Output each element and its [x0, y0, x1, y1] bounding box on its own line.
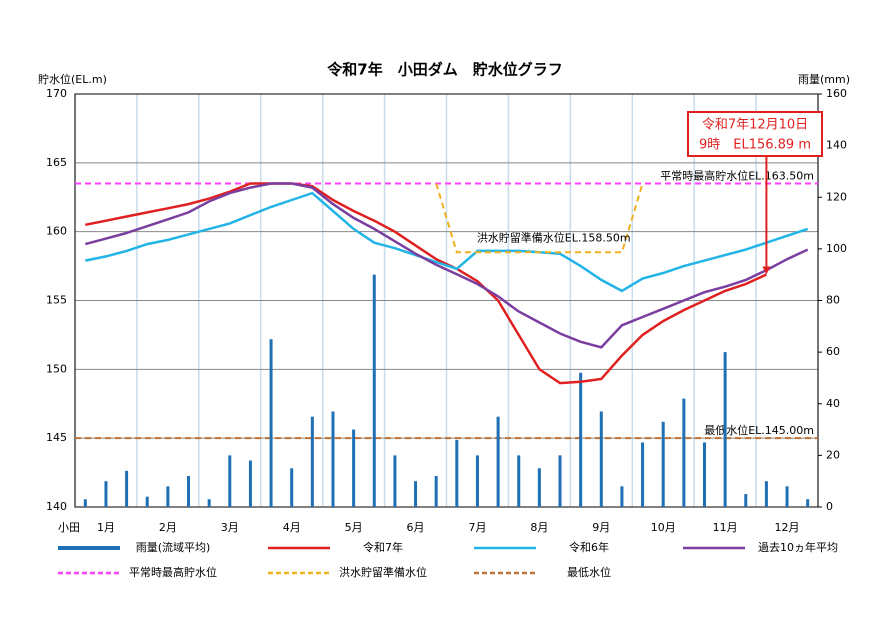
y-tick-label: 170: [46, 87, 67, 100]
y2-axis-label: 雨量(mm): [798, 73, 850, 86]
callout-text: 9時 EL156.89 m: [699, 138, 811, 153]
y-tick-label: 155: [46, 294, 67, 307]
x-tick-label: 3月: [221, 521, 239, 534]
x-tick-label: 10月: [651, 521, 676, 534]
rain-bar: [620, 486, 624, 507]
rain-bar: [125, 470, 129, 507]
x-tick-label: 2月: [159, 521, 177, 534]
y-tick-label: 165: [46, 156, 67, 169]
callout-box: [687, 111, 823, 157]
rain-bar: [764, 481, 768, 507]
rain-bar: [207, 499, 211, 507]
callout-text: 令和7年12月10日: [702, 118, 808, 133]
legend-label: 令和6年: [569, 540, 609, 554]
x-tick-label: 8月: [530, 521, 548, 534]
rain-bar: [702, 442, 706, 507]
rain-bar: [166, 486, 170, 507]
reference-label: 最低水位EL.145.00m: [704, 423, 814, 437]
rain-bar: [83, 499, 87, 507]
y2-tick-label: 120: [826, 190, 847, 203]
y-tick-label: 145: [46, 431, 67, 444]
series-line: [85, 191, 809, 293]
rain-bar: [187, 476, 191, 507]
rain-bar: [641, 442, 645, 507]
x-axis-label: 小田: [58, 521, 80, 534]
rain-bar: [248, 460, 252, 507]
rain-bar: [682, 398, 686, 507]
rain-bar: [104, 481, 108, 507]
chart-title: 令和7年 小田ダム 貯水位グラフ: [327, 61, 562, 79]
rain-bar: [496, 416, 500, 507]
rain-bar: [744, 494, 748, 507]
x-tick-label: 12月: [775, 521, 800, 534]
series-label: 洪水貯留準備水位EL.158.50m: [477, 230, 631, 244]
x-tick-label: 9月: [592, 521, 610, 534]
x-tick-label: 7月: [468, 521, 486, 534]
rain-bar: [599, 411, 603, 507]
y-tick-label: 160: [46, 225, 67, 238]
y2-tick-label: 80: [826, 294, 840, 307]
legend-label: 平常時最高貯水位: [129, 565, 217, 579]
rain-bar: [785, 486, 789, 507]
rain-bar: [558, 455, 562, 507]
plot-frame: [74, 93, 819, 508]
y2-tick-label: 100: [826, 242, 847, 255]
y2-tick-label: 0: [826, 500, 833, 513]
rain-bar: [331, 411, 335, 507]
y2-tick-label: 60: [826, 345, 840, 358]
x-tick-label: 4月: [283, 521, 301, 534]
x-tick-label: 6月: [407, 521, 425, 534]
reference-label: 平常時最高貯水位EL.163.50m: [660, 168, 814, 182]
x-tick-label: 1月: [97, 521, 115, 534]
series-line: [435, 183, 644, 254]
legend-label: 令和7年: [363, 540, 403, 554]
y2-tick-label: 160: [826, 87, 847, 100]
y2-tick-label: 140: [826, 139, 847, 152]
rain-bar: [434, 476, 438, 507]
y-axis-label: 貯水位(EL.m): [38, 72, 107, 86]
legend-label: 過去10ヵ年平均: [758, 540, 838, 554]
rain-bar: [310, 416, 314, 507]
rain-bar: [372, 274, 376, 507]
legend-label: 洪水貯留準備水位: [339, 565, 427, 579]
legend-label: 最低水位: [567, 565, 611, 579]
rain-bar: [579, 372, 583, 507]
rain-bar: [517, 455, 521, 507]
y2-tick-label: 20: [826, 448, 840, 461]
callout-arrowhead: [762, 266, 771, 275]
rain-bar: [661, 421, 665, 507]
rain-bar: [352, 429, 356, 507]
legend-label: 雨量(流域平均): [136, 540, 211, 554]
x-tick-label: 5月: [345, 521, 363, 534]
series-line: [84, 182, 809, 349]
x-tick-label: 11月: [713, 521, 738, 534]
rain-bar: [537, 468, 541, 507]
y2-tick-label: 40: [826, 397, 840, 410]
rain-bar: [228, 455, 232, 507]
series-line: [85, 182, 767, 385]
y-tick-label: 140: [46, 500, 67, 513]
y-tick-label: 150: [46, 362, 67, 375]
rain-bar: [806, 499, 810, 507]
rain-bar: [290, 468, 294, 507]
rain-bar: [269, 339, 273, 507]
rain-bar: [475, 455, 479, 507]
rain-bar: [145, 496, 149, 507]
rain-bar: [393, 455, 397, 507]
rain-bar: [455, 439, 459, 507]
rain-bar: [723, 352, 727, 507]
rain-bar: [414, 481, 418, 507]
